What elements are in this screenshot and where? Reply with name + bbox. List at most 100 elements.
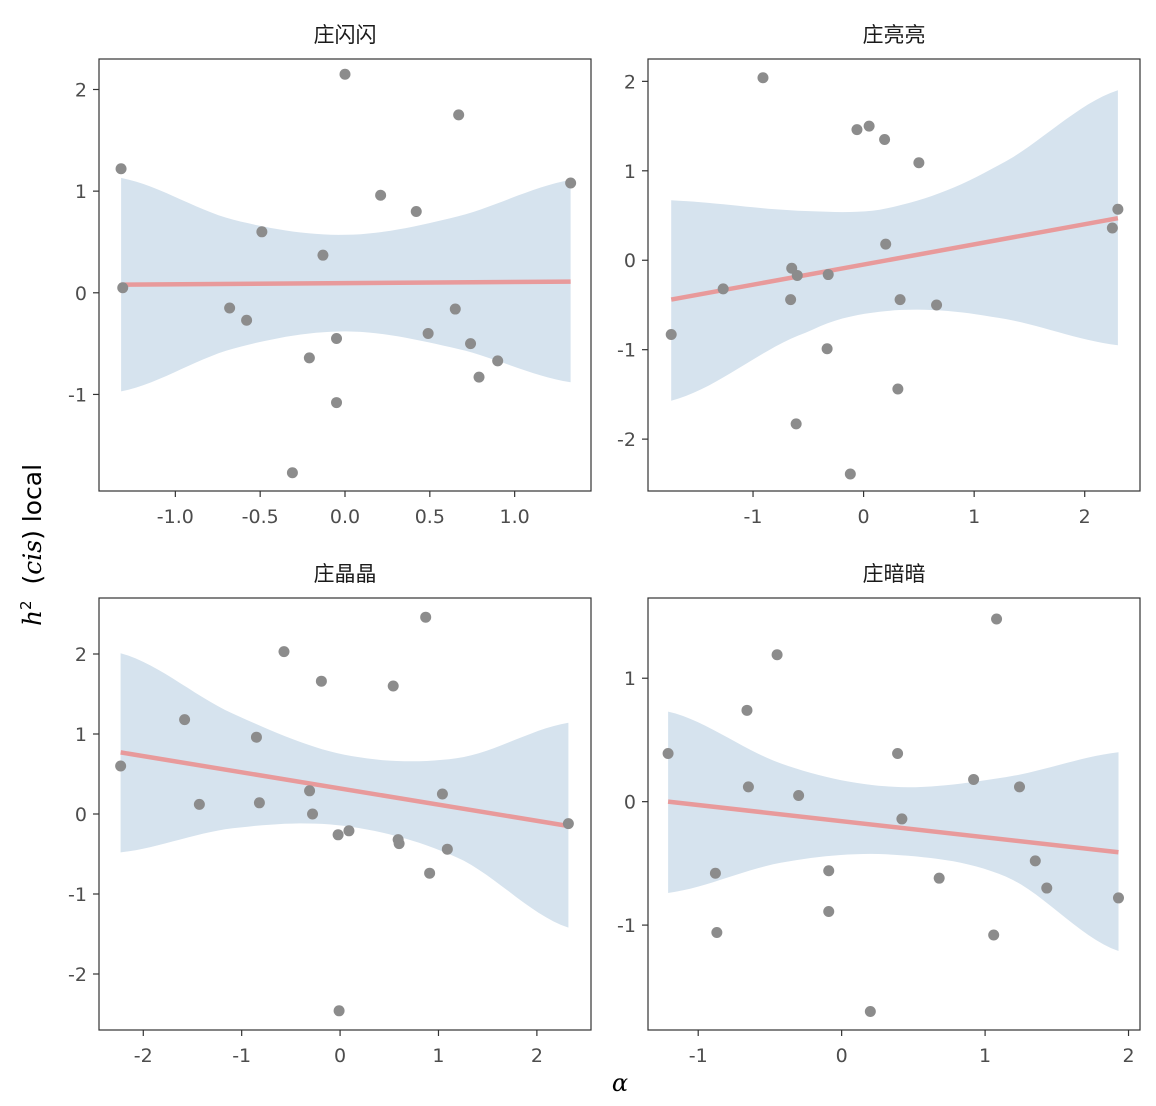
y-axis-title-h: h (18, 609, 47, 627)
data-point (315, 675, 327, 687)
data-point (892, 383, 904, 395)
data-point (991, 613, 1003, 625)
data-point (250, 731, 262, 743)
data-point (424, 867, 436, 879)
y-tick-label: -2 (617, 429, 636, 451)
data-point (375, 189, 387, 201)
data-point (562, 818, 574, 830)
x-tick-label: 2 (1122, 1045, 1134, 1067)
y-tick-label: -1 (68, 384, 87, 406)
data-point (420, 611, 432, 623)
data-point (757, 72, 769, 84)
data-point (393, 838, 405, 850)
data-point (709, 867, 721, 879)
y-tick-label: 1 (624, 668, 636, 690)
panel-title: 庄亮亮 (863, 23, 926, 47)
y-axis-title-wrap: h2 (cis) local (0, 0, 60, 1102)
confidence-band (671, 90, 1118, 401)
data-point (851, 124, 863, 136)
regression-line (120, 750, 569, 829)
y-tick-label: -1 (617, 915, 636, 937)
data-point (565, 177, 577, 189)
x-tick-label: -1 (232, 1045, 251, 1067)
panel-title: 庄暗暗 (863, 562, 926, 586)
y-tick-label: -1 (68, 884, 87, 906)
x-tick-label: -1 (689, 1045, 708, 1067)
data-point (331, 333, 343, 345)
y-axis-title-cis: cis (18, 539, 47, 575)
data-point (453, 109, 465, 121)
y-tick-label: 1 (624, 161, 636, 183)
data-point (892, 748, 904, 760)
data-point (339, 68, 351, 80)
data-point (791, 269, 803, 281)
data-point (410, 205, 422, 217)
x-tick-label: 0 (836, 1045, 848, 1067)
data-point (880, 238, 892, 250)
panel-title: 庄晶晶 (314, 562, 377, 586)
x-tick-label: 0 (334, 1045, 346, 1067)
x-tick-label: 1 (968, 506, 980, 528)
data-point (913, 157, 925, 169)
data-point (422, 327, 434, 339)
data-point (931, 299, 943, 311)
panel-border (647, 597, 1141, 1031)
data-point (785, 294, 797, 306)
panel-border (647, 58, 1141, 492)
data-point (894, 294, 906, 306)
y-tick-label: 0 (624, 250, 636, 272)
data-point (224, 302, 236, 314)
data-point (896, 813, 908, 825)
data-point (117, 282, 129, 294)
data-point (286, 467, 298, 479)
data-point (665, 328, 677, 340)
data-point (332, 829, 344, 841)
data-point (473, 371, 485, 383)
regression-line (670, 215, 1119, 302)
x-tick-label: -1 (744, 506, 763, 528)
y-tick-label: -2 (68, 964, 87, 986)
data-point (343, 825, 355, 837)
data-point (317, 249, 329, 261)
data-point (711, 926, 723, 938)
data-point (115, 163, 127, 175)
data-point (115, 760, 127, 772)
data-point (823, 906, 835, 918)
regression-line (667, 799, 1119, 855)
x-tick-label: -2 (134, 1045, 153, 1067)
data-point (179, 714, 191, 726)
data-point (742, 781, 754, 793)
y-tick-label: 2 (624, 71, 636, 93)
x-tick-label: 1.0 (500, 506, 530, 528)
data-point (717, 283, 729, 295)
data-point (1112, 892, 1124, 904)
data-point (253, 797, 265, 809)
data-point (387, 680, 399, 692)
y-tick-label: 0 (75, 804, 87, 826)
data-point (968, 773, 980, 785)
y-tick-label: 0 (624, 792, 636, 814)
data-point (864, 1005, 876, 1017)
panel-title: 庄闪闪 (314, 23, 377, 47)
panel-4: 庄暗暗 -1 0 1 2 -1 0 1 (617, 562, 1141, 1067)
y-axis-title-local: local (18, 463, 47, 523)
data-point (879, 133, 891, 145)
y-tick-label: 2 (75, 79, 87, 101)
x-tick-label: -0.5 (242, 506, 279, 528)
x-tick-label: 2 (531, 1045, 543, 1067)
panel-1: 庄闪闪 -1.0 -0.5 0.0 0.5 1.0 -1 0 1 2 (68, 23, 592, 528)
data-point (304, 785, 316, 797)
y-tick-label: 0 (75, 283, 87, 305)
y-axis-title: h2 (cis) local (17, 463, 47, 627)
data-point (441, 843, 453, 855)
data-point (988, 929, 1000, 941)
data-point (193, 798, 205, 810)
data-point (790, 418, 802, 430)
x-tick-label: 1 (432, 1045, 444, 1067)
y-tick-label: 1 (75, 724, 87, 746)
data-point (333, 1005, 345, 1017)
data-point (662, 748, 674, 760)
y-tick-label: -1 (617, 340, 636, 362)
data-point (821, 343, 833, 355)
